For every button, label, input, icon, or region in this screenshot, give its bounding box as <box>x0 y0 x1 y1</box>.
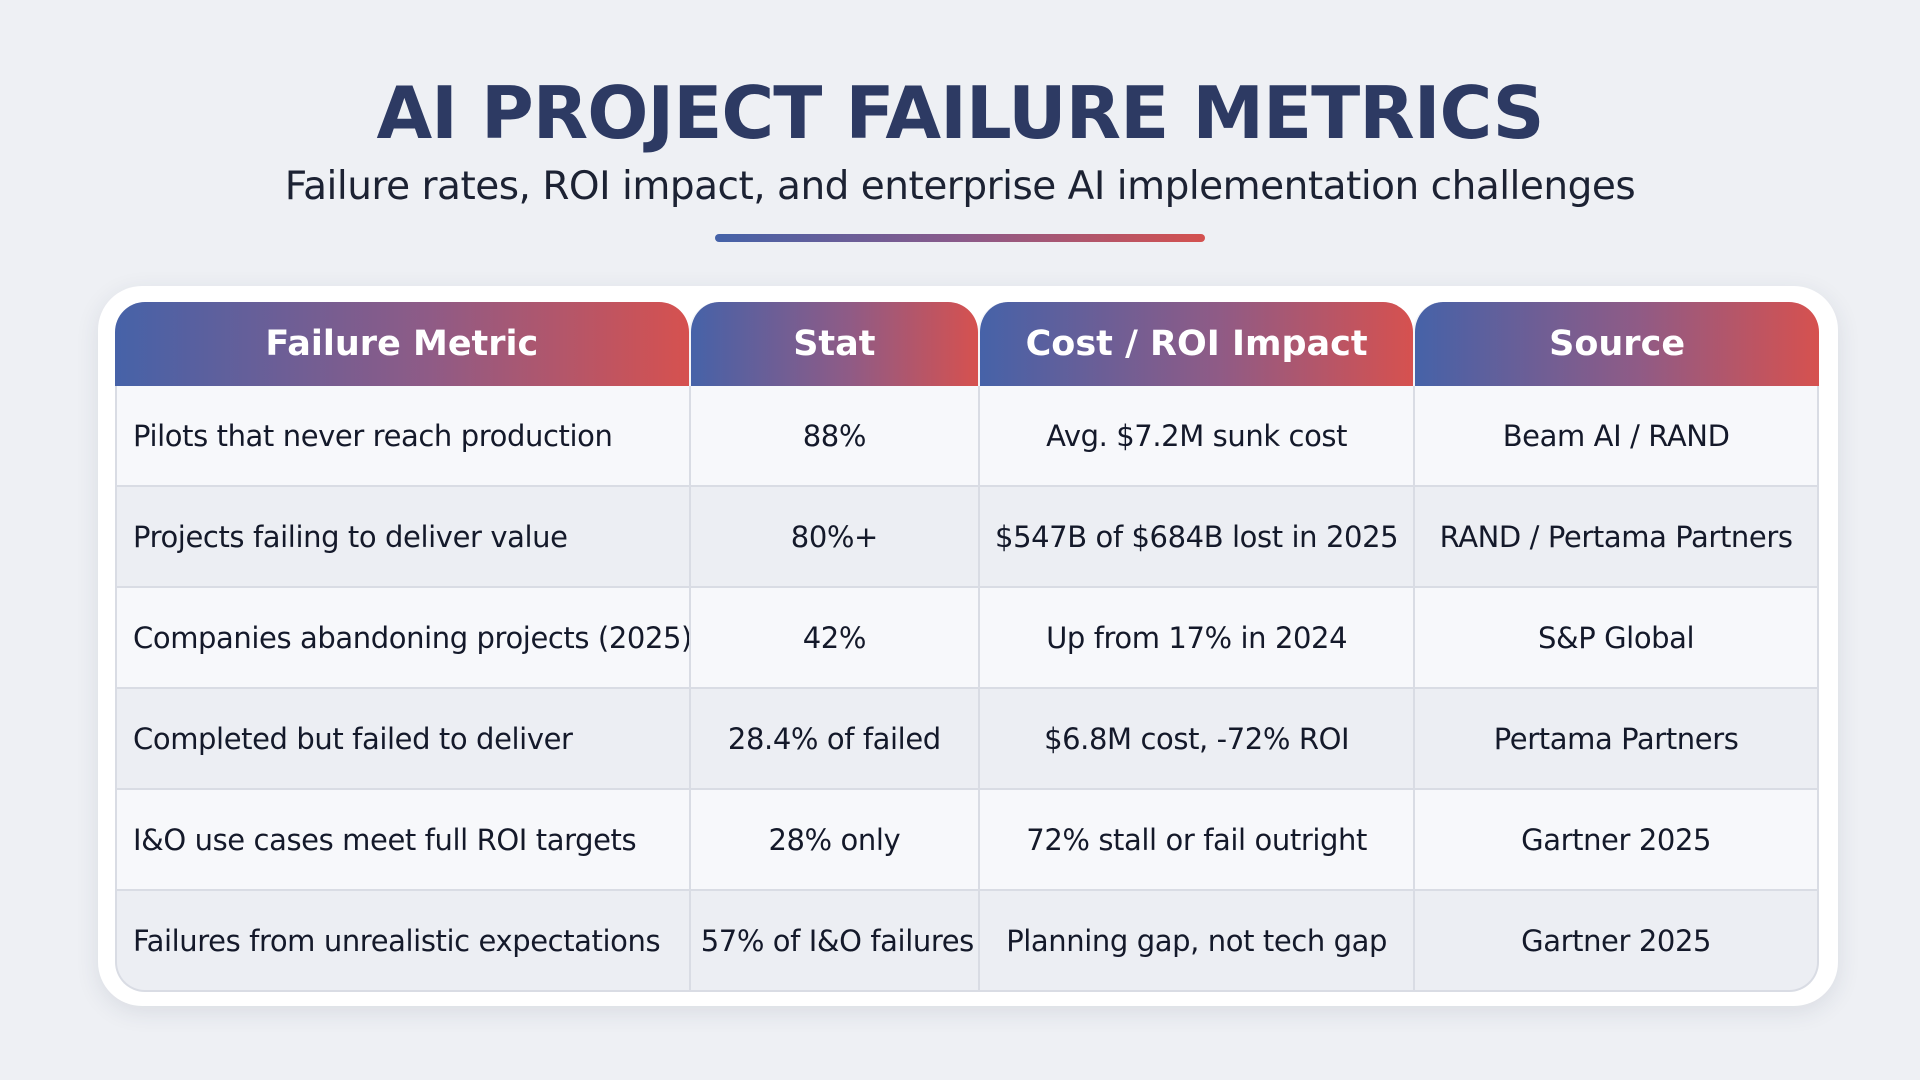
cell-stat: 80%+ <box>688 487 979 588</box>
title-divider <box>715 234 1205 242</box>
table-row: Pilots that never reach production 88% A… <box>115 386 1819 487</box>
table-row: Failures from unrealistic expectations 5… <box>115 891 1819 992</box>
metrics-table: Failure Metric Stat Cost / ROI Impact So… <box>115 302 1819 992</box>
cell-cost-roi-impact: $547B of $684B lost in 2025 <box>978 487 1414 588</box>
cell-failure-metric: I&O use cases meet full ROI targets <box>115 790 689 891</box>
cell-failure-metric: Pilots that never reach production <box>115 386 689 487</box>
table-row: Companies abandoning projects (2025) 42%… <box>115 588 1819 689</box>
page-subtitle: Failure rates, ROI impact, and enterpris… <box>284 164 1636 209</box>
column-header-cost-roi-impact: Cost / ROI Impact <box>978 302 1414 386</box>
cell-stat: 88% <box>688 386 979 487</box>
cell-failure-metric: Failures from unrealistic expectations <box>115 891 689 992</box>
cell-stat: 57% of I&O failures <box>688 891 979 992</box>
metrics-card: Failure Metric Stat Cost / ROI Impact So… <box>98 286 1838 1006</box>
column-header-failure-metric: Failure Metric <box>115 302 689 386</box>
cell-cost-roi-impact: 72% stall or fail outright <box>978 790 1414 891</box>
cell-cost-roi-impact: $6.8M cost, -72% ROI <box>978 689 1414 790</box>
cell-stat: 42% <box>688 588 979 689</box>
cell-source: Pertama Partners <box>1413 689 1819 790</box>
table-header-row: Failure Metric Stat Cost / ROI Impact So… <box>115 302 1819 386</box>
table-row: I&O use cases meet full ROI targets 28% … <box>115 790 1819 891</box>
column-header-source: Source <box>1413 302 1819 386</box>
cell-source: S&P Global <box>1413 588 1819 689</box>
cell-source: Beam AI / RAND <box>1413 386 1819 487</box>
cell-cost-roi-impact: Avg. $7.2M sunk cost <box>978 386 1414 487</box>
page-header: AI PROJECT FAILURE METRICS Failure rates… <box>0 70 1920 242</box>
table-row: Projects failing to deliver value 80%+ $… <box>115 487 1819 588</box>
cell-source: Gartner 2025 <box>1413 790 1819 891</box>
cell-failure-metric: Completed but failed to deliver <box>115 689 689 790</box>
cell-stat: 28.4% of failed <box>688 689 979 790</box>
cell-source: RAND / Pertama Partners <box>1413 487 1819 588</box>
column-header-stat: Stat <box>688 302 979 386</box>
cell-cost-roi-impact: Planning gap, not tech gap <box>978 891 1414 992</box>
page-title: AI PROJECT FAILURE METRICS <box>376 71 1544 155</box>
cell-failure-metric: Companies abandoning projects (2025) <box>115 588 689 689</box>
table-row: Completed but failed to deliver 28.4% of… <box>115 689 1819 790</box>
cell-source: Gartner 2025 <box>1413 891 1819 992</box>
cell-stat: 28% only <box>688 790 979 891</box>
cell-failure-metric: Projects failing to deliver value <box>115 487 689 588</box>
cell-cost-roi-impact: Up from 17% in 2024 <box>978 588 1414 689</box>
